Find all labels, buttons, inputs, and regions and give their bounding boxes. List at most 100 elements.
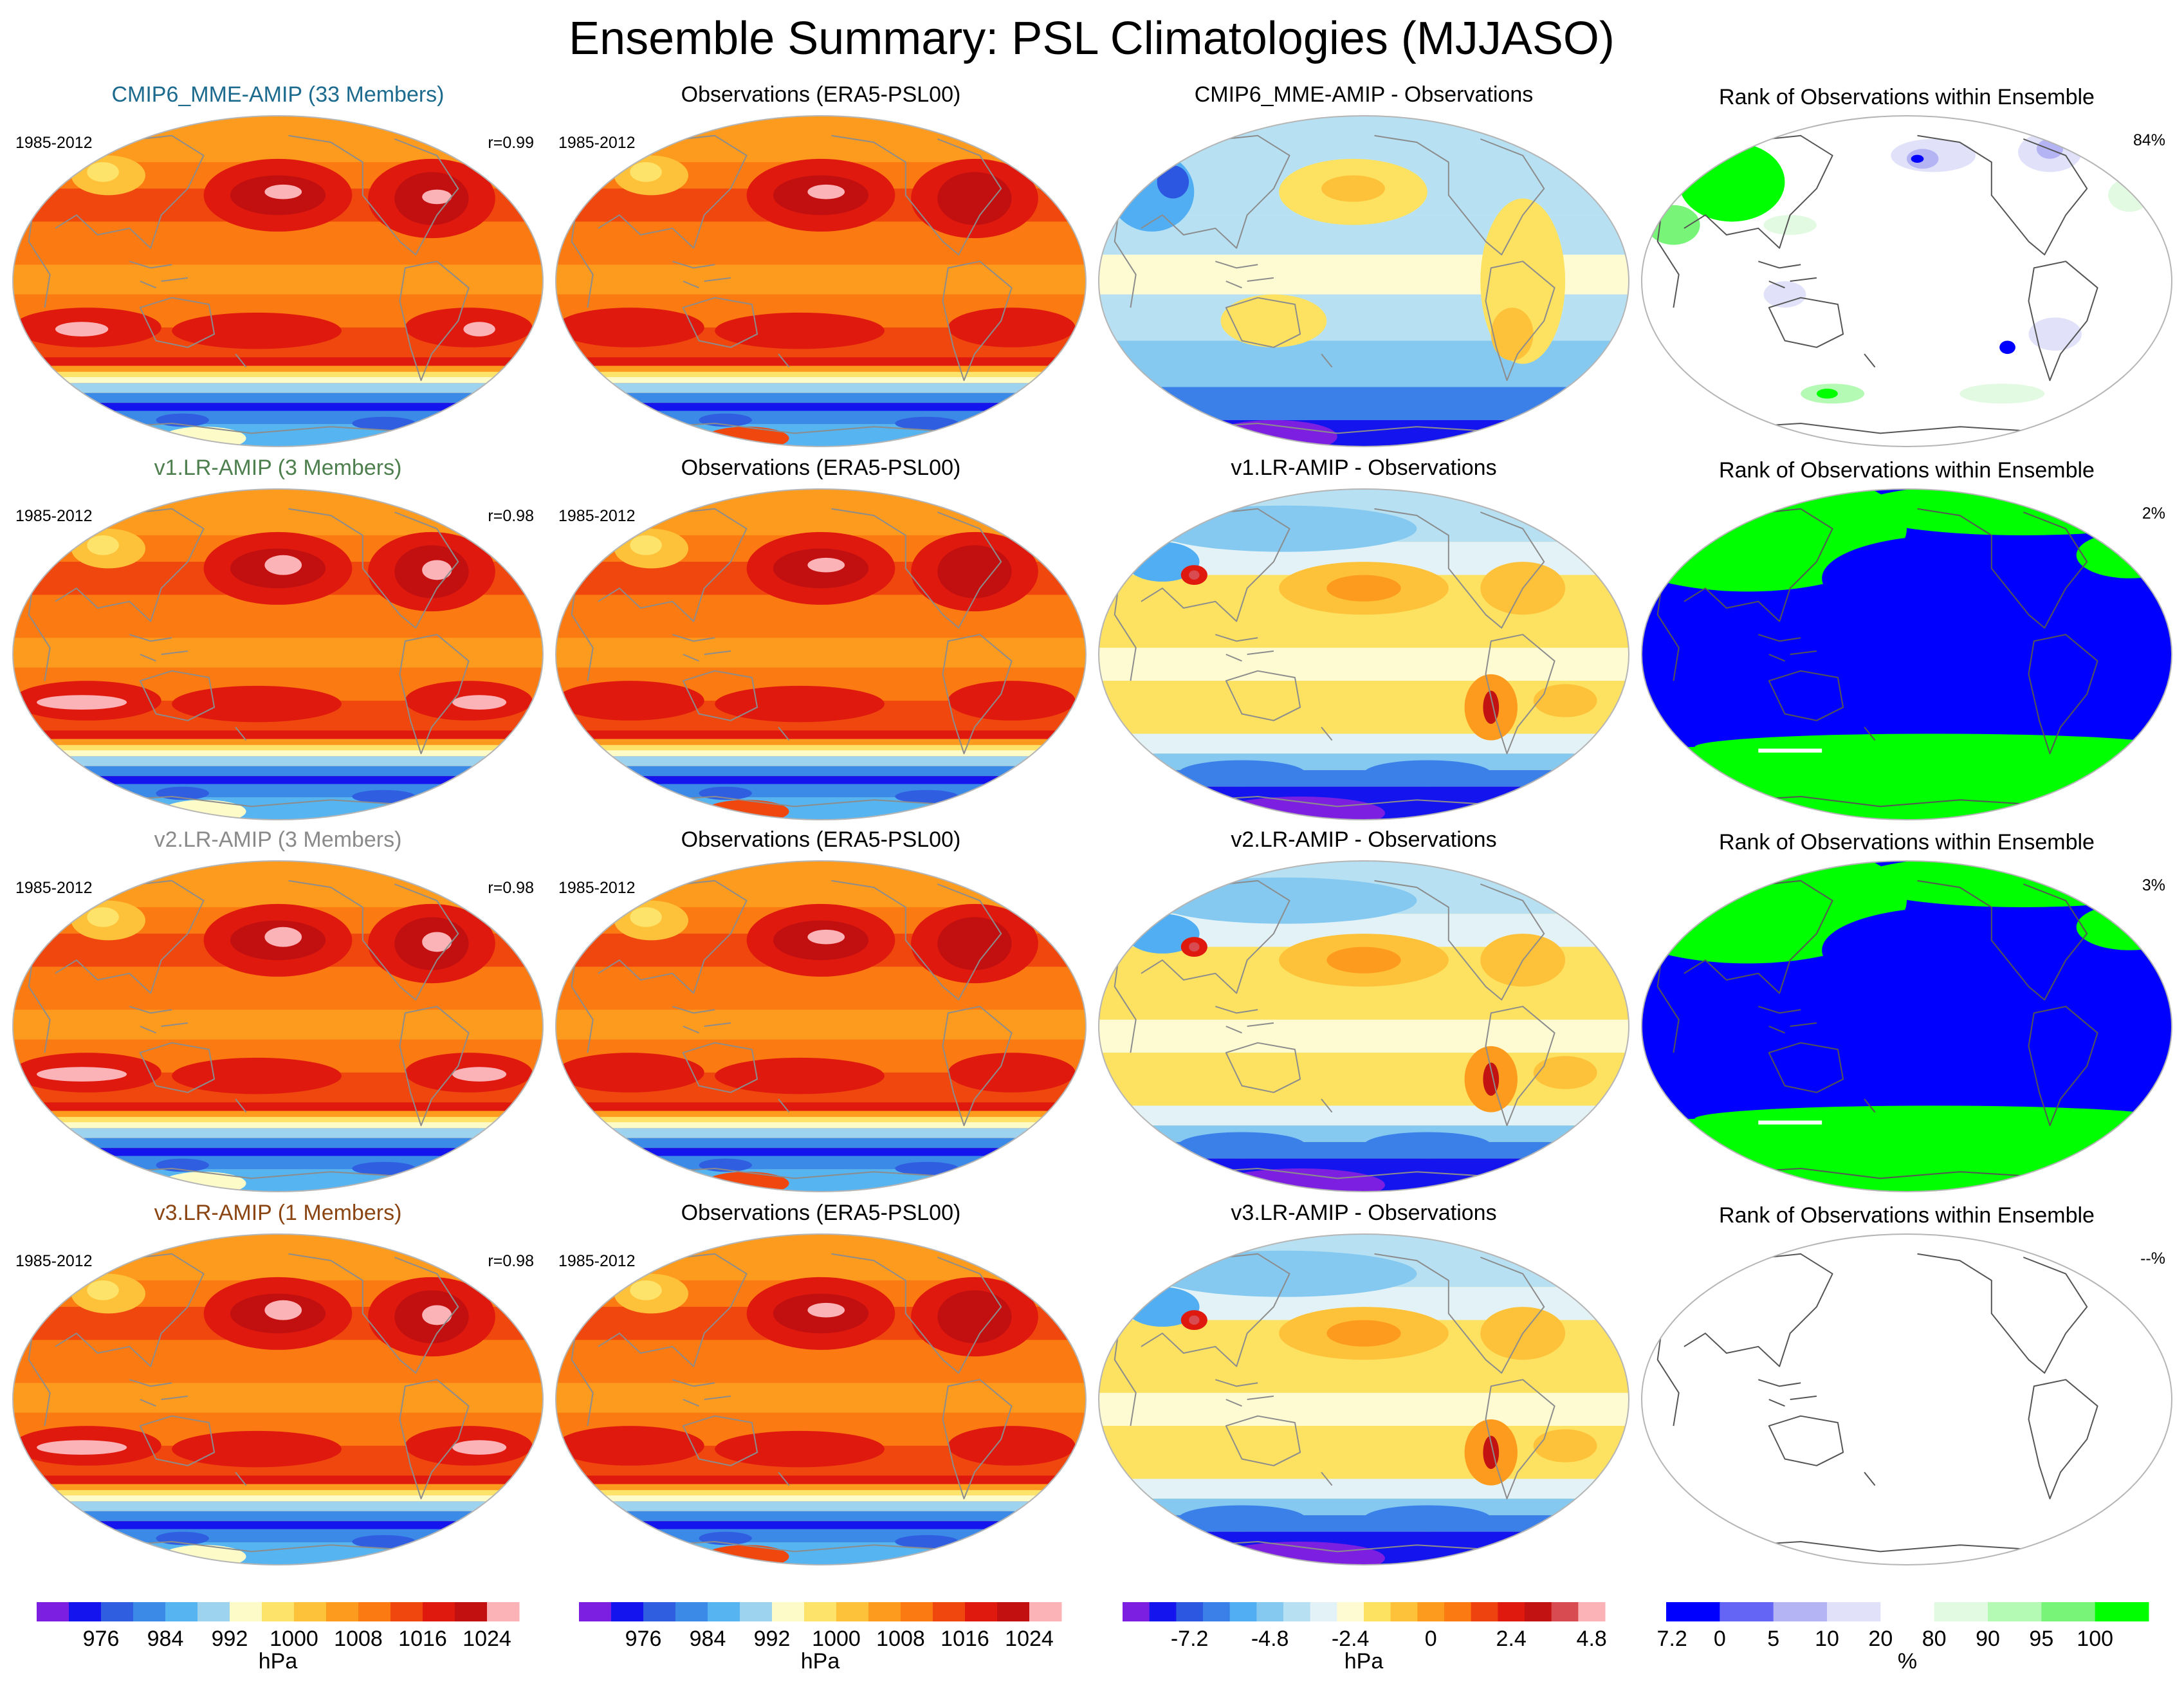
colorbar-swatch [643, 1602, 676, 1621]
colorbar-swatch [1934, 1602, 1988, 1621]
diff-panel: v1.LR-AMIP - Observations [1097, 456, 1630, 820]
colorbar-tick-label: 95 [2029, 1627, 2053, 1651]
colorbar-tick-label: -7.2 [1171, 1627, 1209, 1651]
colorbar-swatch [997, 1602, 1030, 1621]
colorbar-tick-label: 1016 [941, 1627, 989, 1651]
colorbar-swatch [1988, 1602, 2042, 1621]
colorbar-swatch [675, 1602, 708, 1621]
model-title: v2.LR-AMIP (3 Members) [154, 827, 402, 852]
map-outline [1640, 1233, 2173, 1565]
panel-row-4: v3.LR-AMIP (1 Members) 1985-2012 r=0.98 Obs… [12, 1201, 2173, 1565]
colorbar-swatch [1578, 1602, 1606, 1621]
model-panel: CMIP6_MME-AMIP (33 Members) 1985-2012 r=0.… [12, 82, 544, 447]
colorbar-swatch [708, 1602, 740, 1621]
colorbar-swatch [1123, 1602, 1150, 1621]
colorbar-swatch [37, 1602, 69, 1621]
obs-map [556, 116, 1086, 447]
map-outline [1097, 115, 1630, 447]
correlation-label: r=0.99 [488, 134, 534, 152]
colorbar-2: 976 984 992 1000 1008 1016 1024 hPa [579, 1602, 1062, 1674]
colorbar-swatch [1880, 1602, 1935, 1621]
obs-map [556, 861, 1086, 1192]
obs-period-label: 1985-2012 [558, 507, 636, 525]
colorbar-swatch [1720, 1602, 1774, 1621]
map-outline [1097, 488, 1630, 820]
colorbar-swatch [1498, 1602, 1525, 1621]
colorbar-swatch [69, 1602, 102, 1621]
diff-title: v1.LR-AMIP - Observations [1231, 456, 1496, 480]
rank-map [1642, 861, 2172, 1192]
obs-panel: Observations (ERA5-PSL00) 1985-2012 [555, 456, 1087, 820]
colorbar-swatch [294, 1602, 327, 1621]
period-label: 1985-2012 [15, 1252, 93, 1270]
colorbar-tick-label: 100 [2077, 1627, 2113, 1651]
map-outline [1097, 860, 1630, 1192]
obs-title: Observations (ERA5-PSL00) [681, 827, 961, 852]
diff-map [1099, 861, 1629, 1192]
colorbar-tick-label: 10 [1815, 1627, 1839, 1651]
model-panel: v1.LR-AMIP (3 Members) 1985-2012 r=0.98 [12, 456, 544, 820]
colorbar-swatch [965, 1602, 998, 1621]
colorbar-swatch [1551, 1602, 1579, 1621]
map-outline [1640, 488, 2173, 820]
model-title: CMIP6_MME-AMIP (33 Members) [111, 82, 444, 107]
colorbar-swatch [1444, 1602, 1472, 1621]
obs-title: Observations (ERA5-PSL00) [681, 456, 961, 480]
colorbar-unit: hPa [801, 1649, 840, 1674]
colorbar-tick-label: 984 [690, 1627, 726, 1651]
period-label: 1985-2012 [15, 134, 93, 152]
diff-map [1099, 116, 1629, 447]
colorbar-tick-label: 984 [147, 1627, 184, 1651]
rank-title: Rank of Observations within Ensemble [1719, 1203, 2095, 1228]
colorbar-swatch [1417, 1602, 1445, 1621]
colorbar-swatch [1176, 1602, 1204, 1621]
colorbar-tick-label: -2.4 [1332, 1627, 1370, 1651]
colorbar-swatch [1310, 1602, 1337, 1621]
obs-map [556, 1234, 1086, 1565]
panel-row-3: v2.LR-AMIP (3 Members) 1985-2012 r=0.98 Obs… [12, 827, 2173, 1192]
colorbar-swatch [326, 1602, 359, 1621]
colorbar-swatch [1256, 1602, 1284, 1621]
rank-map [1642, 489, 2172, 820]
colorbar-swatch [1390, 1602, 1418, 1621]
rank-title: Rank of Observations within Ensemble [1719, 830, 2095, 854]
colorbar-unit: hPa [259, 1649, 298, 1674]
colorbar-swatch [901, 1602, 933, 1621]
rank-percent: --% [2140, 1250, 2165, 1268]
colorbar-tick-label: 1000 [812, 1627, 861, 1651]
colorbar-swatch [1827, 1602, 1881, 1621]
rank-title: Rank of Observations within Ensemble [1719, 85, 2095, 109]
colorbar-tick-label: 80 [1922, 1627, 1947, 1651]
colorbar-swatch [133, 1602, 166, 1621]
map-outline [12, 488, 544, 820]
colorbar-swatch [836, 1602, 869, 1621]
colorbar-swatch [2095, 1602, 2149, 1621]
colorbar-unit: hPa [1344, 1649, 1384, 1674]
colorbar-3: -7.2 -4.8 -2.4 0 2.4 4.8 7.2 hPa [1123, 1602, 1687, 1674]
diff-title: v2.LR-AMIP - Observations [1231, 827, 1496, 852]
colorbar-swatch [1525, 1602, 1552, 1621]
figure-title: Ensemble Summary: PSL Climatologies (MJJ… [569, 13, 1615, 64]
diff-title: v3.LR-AMIP - Observations [1231, 1201, 1496, 1225]
colorbar-tick-label: 7.2 [1657, 1627, 1687, 1651]
colorbar-swatch [933, 1602, 966, 1621]
rank-panel: Rank of Observations within Ensemble 3% [1640, 830, 2173, 1192]
rank-panel: Rank of Observations within Ensemble 84% [1640, 85, 2173, 447]
diff-title: CMIP6_MME-AMIP - Observations [1195, 82, 1534, 107]
colorbar-swatch [868, 1602, 901, 1621]
colorbar-swatch [804, 1602, 837, 1621]
colorbar-tick-label: 1000 [270, 1627, 318, 1651]
colorbar-swatch [611, 1602, 644, 1621]
obs-panel: Observations (ERA5-PSL00) 1985-2012 [555, 1201, 1087, 1565]
colorbar-swatch [1283, 1602, 1311, 1621]
map-outline [555, 115, 1087, 447]
colorbar-swatch [101, 1602, 134, 1621]
colorbar-swatch [423, 1602, 455, 1621]
panel-row-2: v1.LR-AMIP (3 Members) 1985-2012 r=0.98 Obs… [12, 456, 2173, 820]
obs-period-label: 1985-2012 [558, 879, 636, 897]
colorbar-swatch [165, 1602, 198, 1621]
diff-map [1099, 489, 1629, 820]
colorbar-tick-label: 4.8 [1577, 1627, 1607, 1651]
correlation-label: r=0.98 [488, 507, 534, 525]
